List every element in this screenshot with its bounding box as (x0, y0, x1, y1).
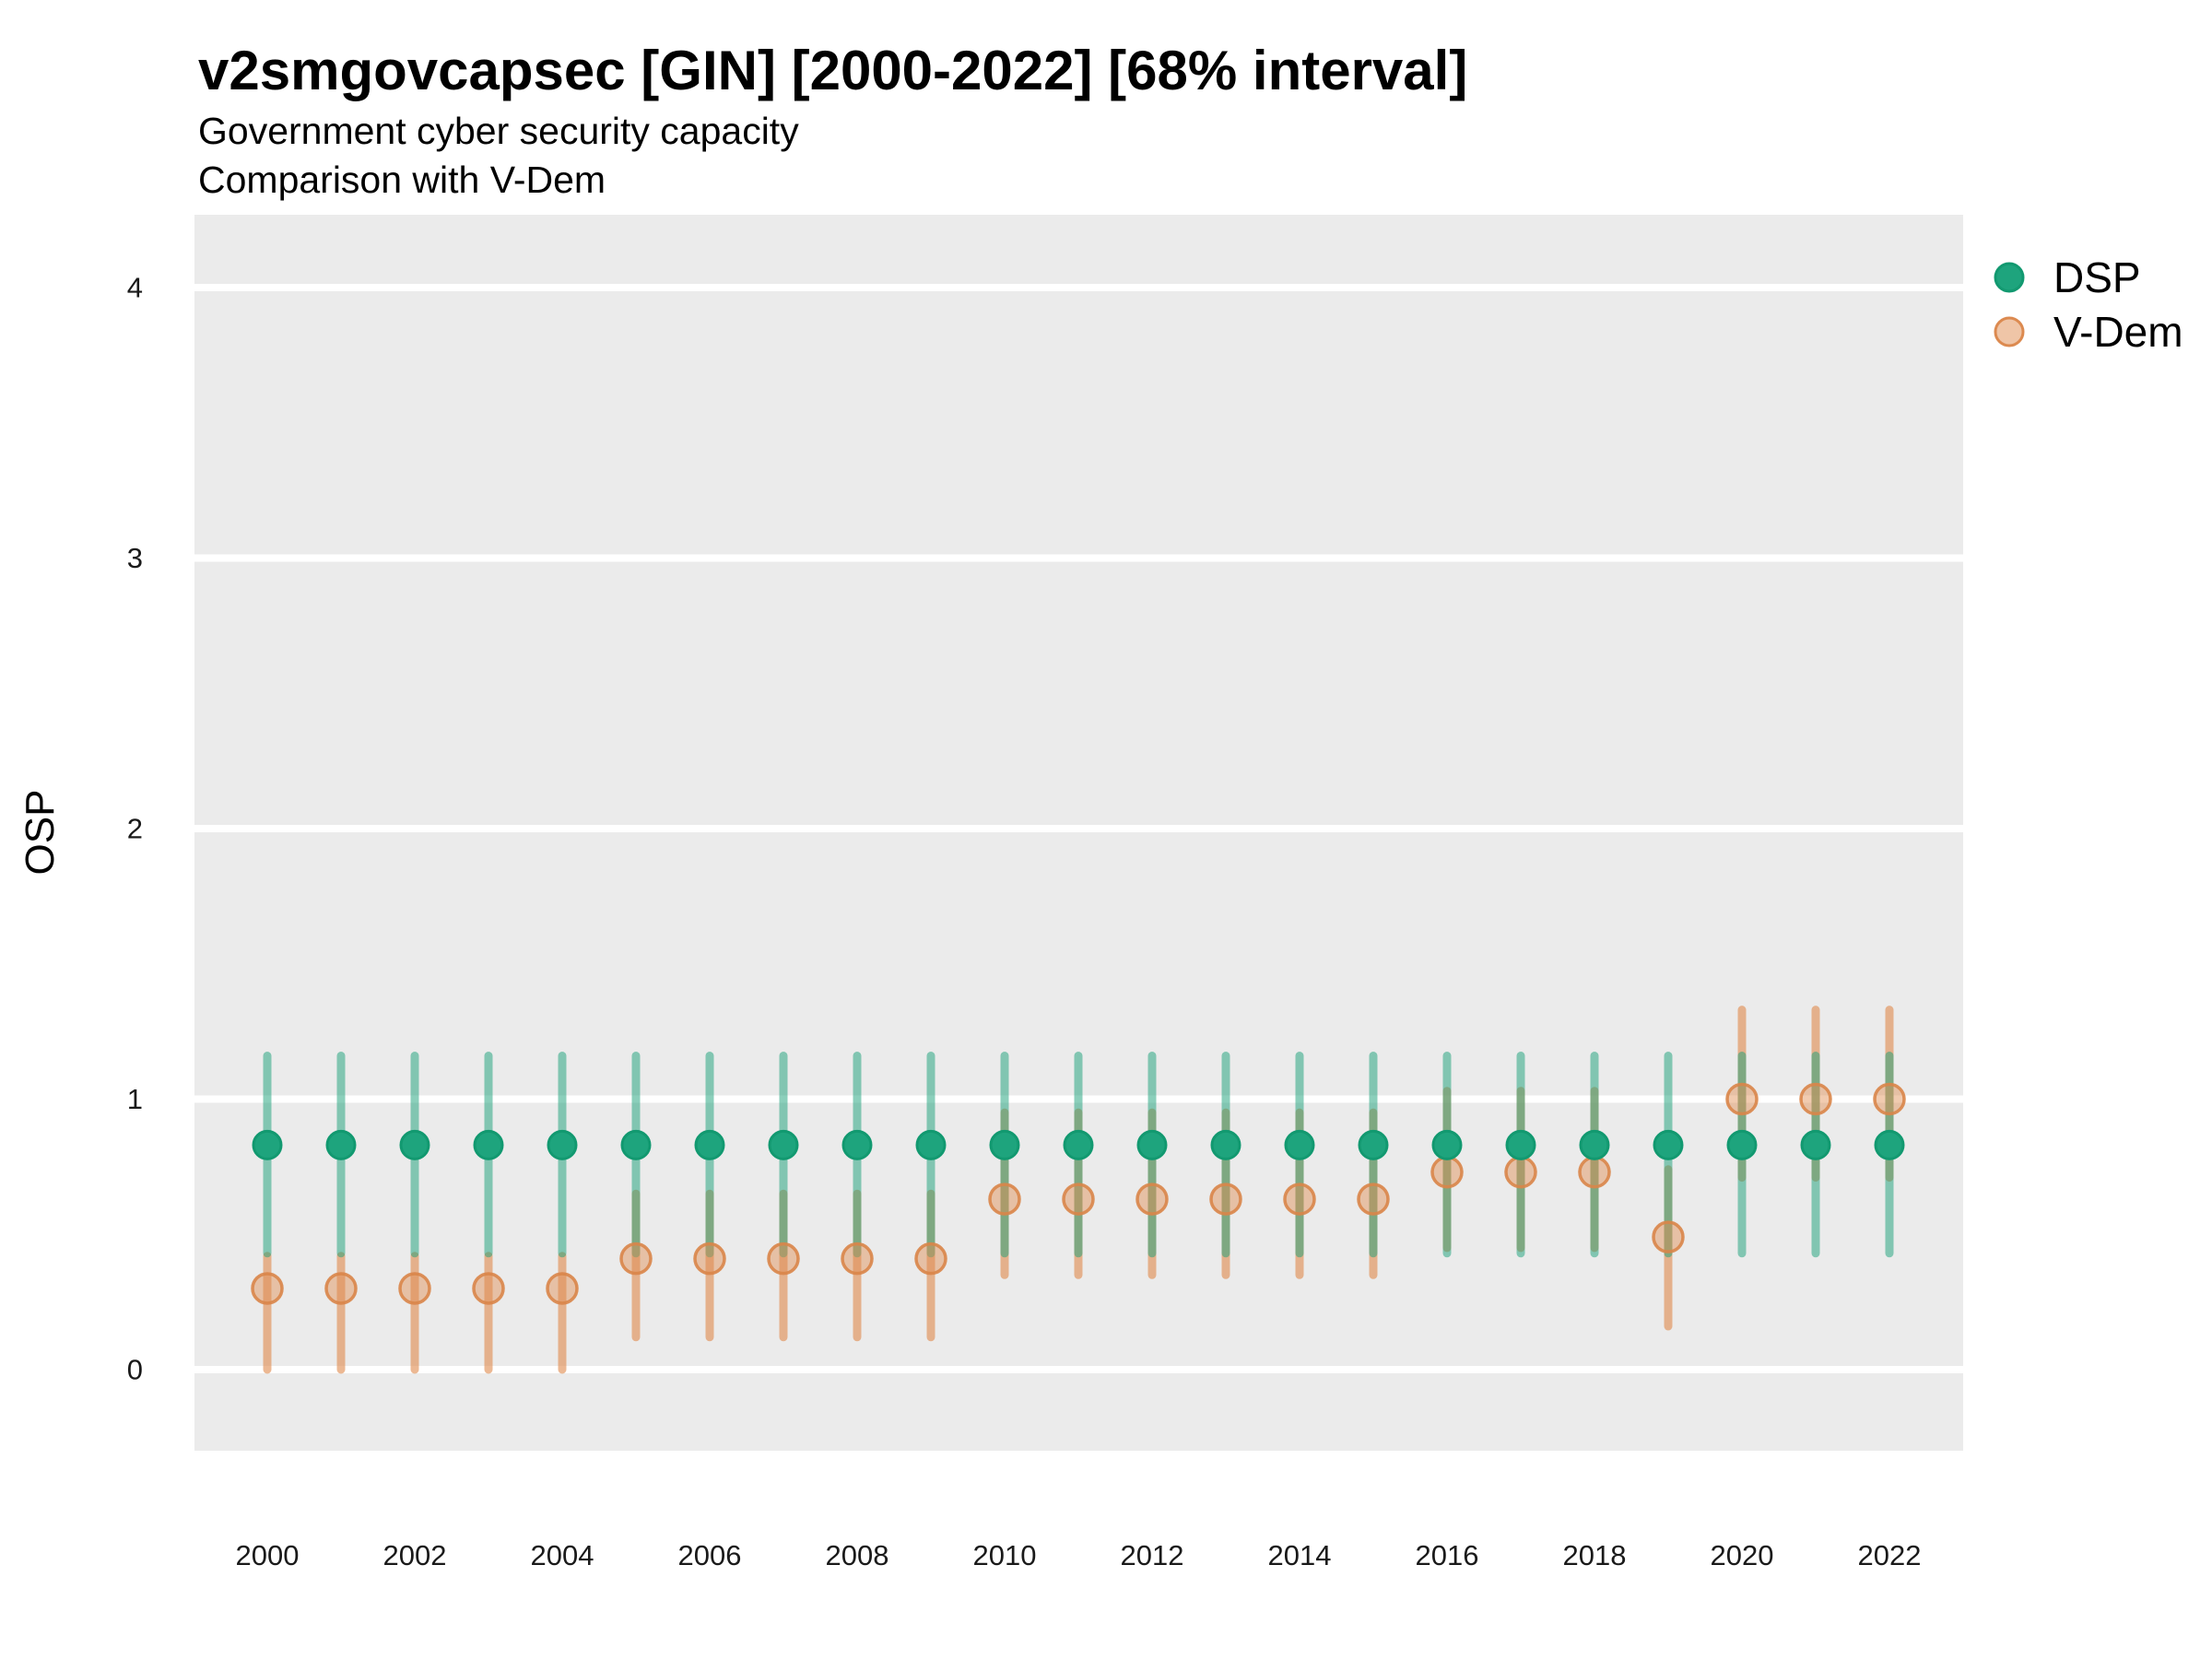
dsp-point (473, 1129, 504, 1160)
y-tick-label: 4 (127, 272, 143, 304)
legend-item-vdem: V-Dem (1994, 308, 2183, 356)
vdem-point (1725, 1082, 1759, 1116)
vdem-point (1504, 1155, 1537, 1189)
vdem-point (251, 1272, 284, 1305)
dsp-point (1505, 1129, 1536, 1160)
vdem-legend-swatch-icon (1994, 316, 2025, 347)
x-tick-label: 2010 (973, 1539, 1037, 1571)
legend-label-dsp: DSP (2053, 253, 2141, 301)
chart-title: v2smgovcapsec [GIN] [2000-2022] [68% int… (198, 40, 1467, 101)
vdem-point (1430, 1155, 1464, 1189)
vdem-point (1873, 1082, 1906, 1116)
legend-item-dsp: DSP (1994, 253, 2141, 301)
vdem-point (1357, 1182, 1390, 1216)
x-tick-label: 2006 (678, 1539, 742, 1571)
vdem-point (988, 1182, 1021, 1216)
vdem-point (693, 1241, 726, 1276)
dsp-point (399, 1129, 430, 1160)
vdem-point (1799, 1082, 1832, 1116)
dsp-point (325, 1129, 357, 1160)
x-tick-label: 2002 (383, 1539, 447, 1571)
dsp-point (841, 1129, 873, 1160)
x-tick-label: 2008 (826, 1539, 889, 1571)
dsp-legend-swatch-icon (1994, 262, 2025, 293)
vdem-point (914, 1241, 947, 1276)
dsp-point (1653, 1129, 1684, 1160)
x-tick-label: 2012 (1121, 1539, 1184, 1571)
legend-label-vdem: V-Dem (2053, 308, 2183, 356)
dsp-point (768, 1129, 799, 1160)
dsp-point (1800, 1129, 1831, 1160)
y-tick-label: 0 (127, 1354, 143, 1386)
vdem-point (767, 1241, 800, 1276)
x-tick-label: 2000 (236, 1539, 300, 1571)
x-tick-label: 2016 (1416, 1539, 1479, 1571)
x-tick-label: 2018 (1563, 1539, 1627, 1571)
vdem-point (472, 1272, 505, 1305)
dsp-point (1874, 1129, 1905, 1160)
y-tick-label: 3 (127, 542, 143, 574)
chart-subtitle-line1: Government cyber security capacity (198, 110, 799, 152)
vdem-point (1135, 1182, 1169, 1216)
dsp-point (620, 1129, 652, 1160)
x-tick-label: 2020 (1711, 1539, 1774, 1571)
y-axis-title: OSP (18, 790, 63, 876)
dsp-point (915, 1129, 947, 1160)
y-tick-label: 2 (127, 813, 143, 845)
dsp-point (1431, 1129, 1463, 1160)
vdem-point (1062, 1182, 1095, 1216)
vdem-point (841, 1241, 874, 1276)
y-tick-labels-group: 0 1 2 3 4 (127, 272, 143, 1386)
dsp-point (1726, 1129, 1758, 1160)
chart-subtitle-line2: Comparison with V-Dem (198, 159, 606, 201)
vdem-point (324, 1272, 358, 1305)
dsp-point (989, 1129, 1020, 1160)
dsp-point (694, 1129, 725, 1160)
vdem-point (546, 1272, 579, 1305)
y-tick-label: 1 (127, 1083, 143, 1115)
x-tick-label: 2004 (531, 1539, 594, 1571)
vdem-point (619, 1241, 653, 1276)
x-tick-label: 2022 (1858, 1539, 1922, 1571)
data-marks-group (251, 1006, 1906, 1374)
vdem-point (1283, 1182, 1316, 1216)
vdem-point (1209, 1182, 1242, 1216)
dsp-point (547, 1129, 578, 1160)
x-tick-labels-group: 2000 2002 2004 2006 2008 2010 2012 2014 2016 2018… (236, 1539, 1922, 1571)
x-tick-label: 2014 (1268, 1539, 1332, 1571)
vdem-point (1578, 1155, 1611, 1189)
dsp-point (1136, 1129, 1168, 1160)
dsp-point (1284, 1129, 1315, 1160)
dsp-point (252, 1129, 283, 1160)
dsp-point (1579, 1129, 1610, 1160)
dsp-point (1210, 1129, 1241, 1160)
vdem-point (1652, 1220, 1685, 1253)
dsp-point (1063, 1129, 1094, 1160)
vdem-point (398, 1272, 431, 1305)
legend: DSP V-Dem (1994, 253, 2183, 356)
dsp-point (1358, 1129, 1389, 1160)
